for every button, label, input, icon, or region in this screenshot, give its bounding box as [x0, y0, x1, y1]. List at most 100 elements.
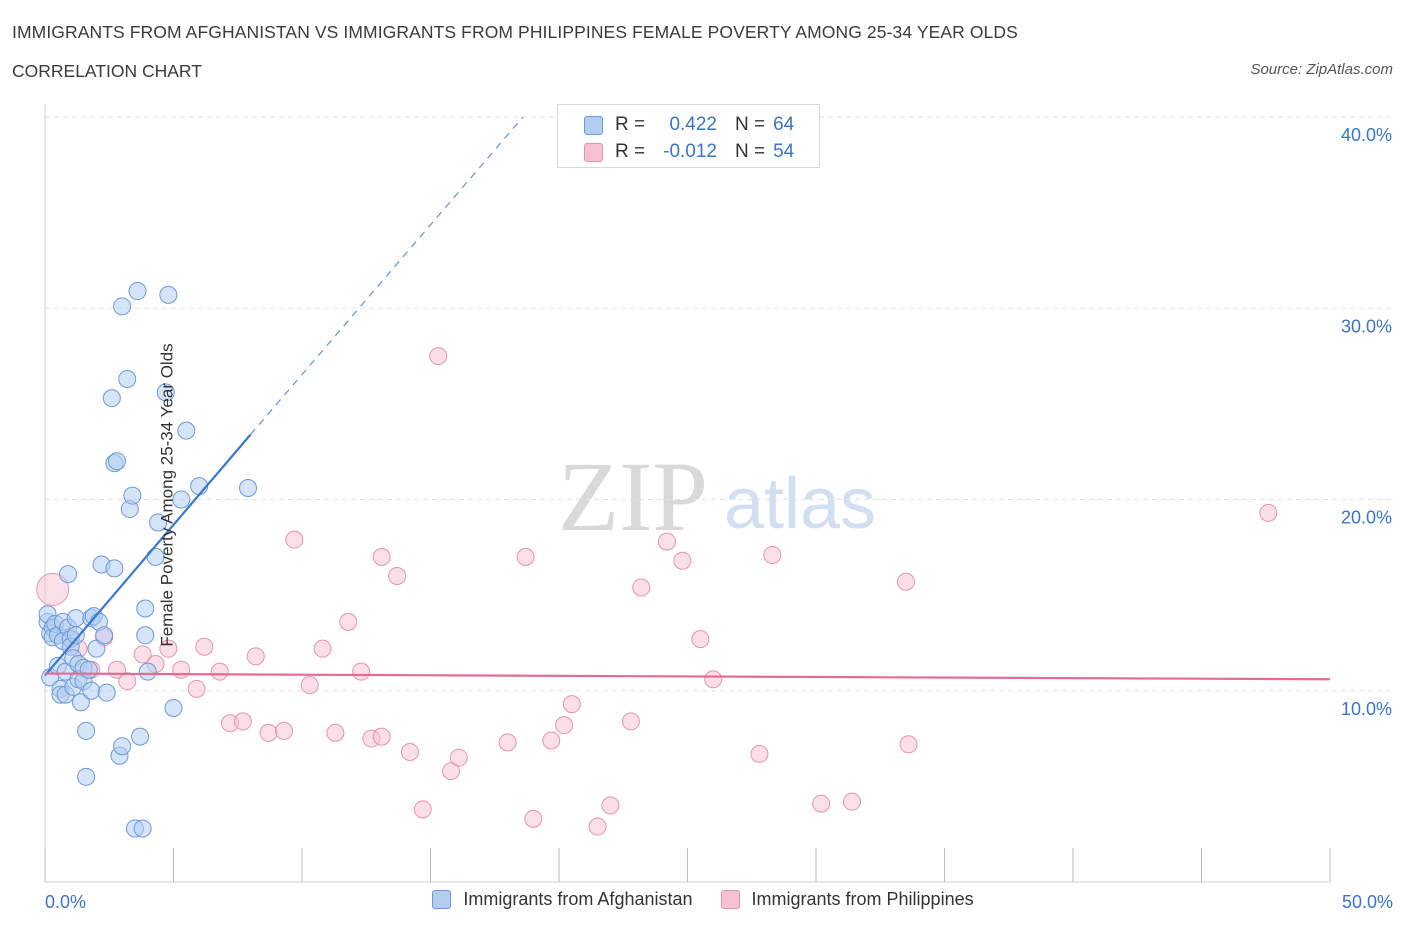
data-point-philippines [352, 662, 371, 681]
data-point-afghanistan [172, 490, 191, 509]
stats-legend: R = 0.422 N = 64 R = -0.012 N = 54 [557, 104, 820, 168]
data-point-philippines [601, 796, 620, 815]
data-point-philippines [400, 742, 419, 761]
watermark-zip: ZIP [558, 441, 708, 552]
data-point-philippines [413, 800, 432, 819]
data-point-philippines [285, 530, 304, 549]
legend-r-label: R = [615, 114, 646, 135]
data-point-philippines [899, 735, 918, 754]
legend-n-value: 54 [773, 141, 795, 162]
legend-swatch-pink [720, 890, 740, 909]
data-point-philippines [750, 744, 769, 763]
legend-r-value: 0.422 [669, 114, 717, 135]
data-point-afghanistan [159, 285, 178, 304]
x-tick-label-left: 0.0% [45, 892, 86, 912]
data-point-afghanistan [71, 693, 90, 712]
data-point-philippines [187, 679, 206, 698]
data-point-afghanistan [77, 721, 96, 740]
trend-line-philippines [44, 672, 1331, 681]
data-point-philippines [449, 748, 468, 767]
data-point-philippines [372, 727, 391, 746]
chart-title: IMMIGRANTS FROM AFGHANISTAN VS IMMIGRANT… [12, 22, 1018, 42]
data-point-afghanistan [138, 662, 157, 681]
data-point-afghanistan [102, 389, 121, 408]
data-point-philippines [429, 347, 448, 366]
y-axis-label: Female Poverty Among 25-34 Year Olds [157, 343, 177, 647]
data-point-philippines [36, 572, 70, 606]
legend-label-philippines: Immigrants from Philippines [751, 889, 974, 909]
data-point-philippines [442, 762, 461, 781]
legend-item-philippines[interactable]: Immigrants from Philippines [720, 889, 974, 910]
data-point-philippines [657, 532, 676, 551]
data-point-philippines [388, 567, 407, 585]
y-tick-label: 20.0% [1341, 508, 1392, 528]
y-tick-label: 40.0% [1341, 125, 1392, 145]
data-point-philippines [1259, 503, 1278, 522]
data-point-philippines [555, 716, 574, 735]
data-point-philippines [195, 637, 214, 656]
data-point-philippines [326, 723, 345, 742]
data-point-afghanistan [107, 452, 126, 471]
data-point-afghanistan [79, 660, 98, 679]
data-point-philippines [498, 733, 517, 752]
data-point-philippines [300, 676, 319, 695]
data-point-afghanistan [239, 479, 258, 498]
data-point-philippines [896, 572, 915, 591]
legend-n-label: N = [735, 141, 766, 162]
legend-row-philippines: R = -0.012 N = 54 [584, 139, 794, 165]
grid-lines [45, 116, 1392, 692]
data-point-philippines [259, 723, 278, 742]
x-tick-label-right: 50.0% [1342, 892, 1393, 912]
data-point-philippines [621, 712, 640, 731]
data-point-afghanistan [95, 626, 114, 645]
data-point-philippines [704, 670, 723, 689]
data-point-philippines [632, 578, 651, 597]
legend-item-afghanistan[interactable]: Immigrants from Afghanistan [432, 889, 693, 910]
data-point-philippines [172, 660, 191, 679]
y-tick-label: 30.0% [1341, 316, 1392, 336]
legend-swatch-pink [584, 142, 603, 162]
data-point-afghanistan [128, 282, 147, 301]
trend-lines [44, 116, 1331, 681]
y-tick-label: 10.0% [1341, 699, 1392, 719]
data-point-philippines [159, 639, 178, 658]
data-point-philippines [313, 639, 332, 658]
data-point-philippines [372, 547, 391, 566]
afghanistan-points [38, 282, 258, 838]
data-point-afghanistan [66, 609, 85, 628]
data-point-afghanistan [113, 297, 132, 316]
data-point-philippines [524, 809, 543, 828]
legend-r-value: -0.012 [663, 141, 717, 162]
data-point-afghanistan [66, 626, 85, 645]
data-point-afghanistan [87, 639, 106, 658]
data-point-afghanistan [133, 819, 152, 838]
watermark-atlas: atlas [724, 464, 876, 544]
data-point-philippines [233, 712, 252, 731]
data-point-afghanistan [149, 513, 168, 532]
data-point-philippines [842, 792, 861, 811]
data-point-afghanistan [113, 737, 132, 756]
data-point-afghanistan [177, 421, 196, 440]
legend-row-afghanistan: R = 0.422 N = 64 [584, 112, 794, 138]
data-point-philippines [588, 817, 607, 836]
data-point-afghanistan [136, 599, 155, 618]
data-point-afghanistan [123, 486, 142, 505]
chart-subtitle: CORRELATION CHART [12, 61, 202, 81]
data-point-afghanistan [118, 370, 137, 389]
legend-label-afghanistan: Immigrants from Afghanistan [463, 889, 693, 909]
data-point-afghanistan [82, 681, 101, 700]
legend-n-label: N = [735, 114, 766, 135]
data-point-afghanistan [136, 626, 155, 645]
data-point-afghanistan [164, 698, 183, 717]
data-point-philippines [763, 545, 782, 564]
legend-swatch-blue [432, 890, 452, 909]
legend-n-value: 64 [773, 114, 795, 135]
data-point-afghanistan [77, 767, 96, 786]
data-point-philippines [542, 731, 561, 750]
philippines-points [36, 347, 1278, 836]
legend-swatch-blue [584, 115, 603, 135]
data-point-philippines [275, 721, 294, 740]
data-point-philippines [691, 630, 710, 649]
trend-line-afghanistan-extension [250, 116, 524, 435]
